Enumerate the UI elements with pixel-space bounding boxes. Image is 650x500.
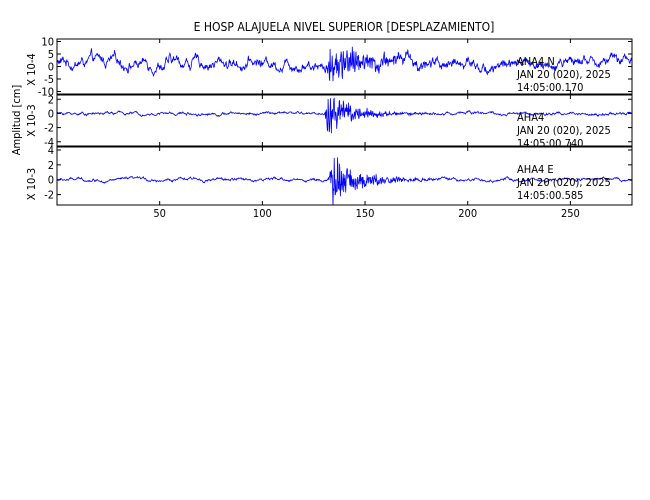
time-label: 14:05:00.170 [517, 81, 583, 94]
y-tick-label: -10 [38, 86, 54, 99]
x-tick-label: 50 [153, 207, 166, 220]
x-tick-label: 150 [356, 207, 375, 220]
y-tick-label: -4 [44, 136, 54, 149]
y-tick-label: 2 [48, 93, 54, 106]
y-tick-label: -2 [44, 189, 54, 202]
panel-frame [56, 146, 633, 206]
chart-title: E HOSP ALAJUELA NIVEL SUPERIOR [DESPLAZA… [194, 20, 495, 34]
time-label: 14:05:00.585 [517, 189, 583, 202]
x-tick-label: 200 [458, 207, 477, 220]
time-label: 14:05:00.740 [517, 137, 583, 150]
y-tick-label: 4 [48, 144, 54, 157]
waveform-trace [57, 46, 632, 82]
date-label: JAN 20 (020), 2025 [516, 176, 611, 189]
station-label: AHA4 N [517, 55, 555, 68]
date-label: JAN 20 (020), 2025 [516, 124, 611, 137]
y-tick-label: -5 [44, 73, 54, 86]
date-label: JAN 20 (020), 2025 [516, 68, 611, 81]
y-tick-label: 0 [48, 107, 54, 120]
x-tick-label: 100 [253, 207, 272, 220]
y-tick-label: 0 [48, 174, 54, 187]
y-tick-label: 5 [48, 48, 54, 61]
station-label: AHA4 E [517, 163, 554, 176]
y-tick-label: 0 [48, 61, 54, 74]
y-tick-label: -2 [44, 122, 54, 135]
waveform-trace [57, 157, 632, 205]
waveform-trace [57, 97, 632, 134]
scale-label: X 10-3 [25, 168, 38, 200]
scale-label: X 10-3 [25, 104, 38, 136]
panel-frame [56, 94, 633, 147]
y-tick-label: 2 [48, 159, 54, 172]
y-axis-label: Amplitud [cm] [10, 85, 23, 156]
scale-label: X 10-4 [25, 53, 38, 85]
y-tick-label: 10 [41, 36, 54, 49]
x-tick-label: 250 [561, 207, 580, 220]
station-label: AHA4 [517, 111, 544, 124]
